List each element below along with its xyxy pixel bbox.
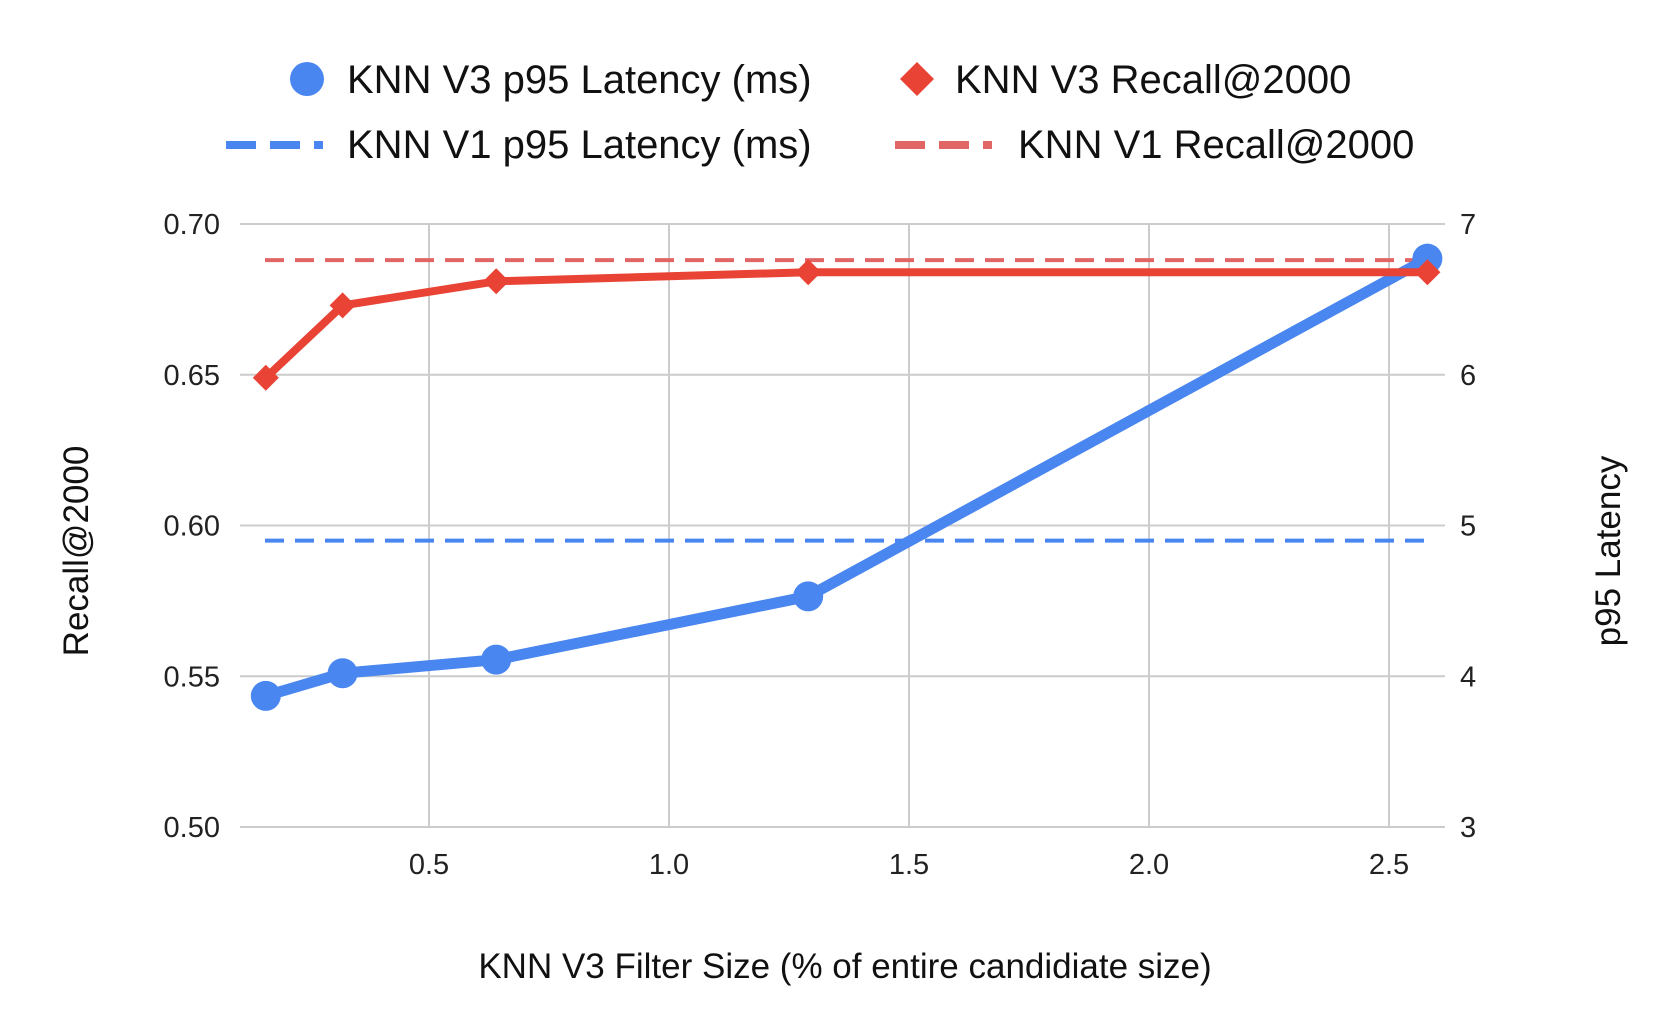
- circle-icon: [290, 62, 324, 96]
- recall-v3-point: [329, 292, 356, 319]
- latency-v3-point: [793, 581, 824, 612]
- gridlines: [240, 223, 1445, 828]
- y-right-tick-label: 4: [1460, 661, 1476, 693]
- recall-v3-point: [483, 268, 510, 295]
- latency-v3-point: [1412, 243, 1443, 274]
- x-ticks: 0.5 1.0 1.5 2.0 2.5: [409, 849, 1409, 881]
- legend-item-recall-v3: KNN V3 Recall@2000: [900, 58, 1351, 102]
- y-left-tick-label: 0.55: [164, 661, 220, 693]
- x-tick-label: 2.5: [1369, 849, 1409, 881]
- y-left-tick-label: 0.60: [164, 511, 220, 543]
- legend-label-recall-v3: KNN V3 Recall@2000: [955, 58, 1351, 102]
- legend-item-latency-v1: KNN V1 p95 Latency (ms): [226, 123, 812, 167]
- y-right-tick-label: 3: [1460, 812, 1476, 844]
- latency-v3-point: [250, 680, 281, 711]
- x-tick-label: 1.5: [889, 849, 929, 881]
- y-axis-left-title: Recall@2000: [57, 446, 96, 657]
- recall-v3-point: [795, 259, 822, 286]
- series-line-latency-v3: [260, 253, 1433, 702]
- y-left-tick-label: 0.65: [164, 360, 220, 392]
- x-axis-title: KNN V3 Filter Size (% of entire candidia…: [478, 947, 1211, 986]
- series-layer: [250, 243, 1443, 711]
- left-ticks: 0.50 0.55 0.60 0.65 0.70: [164, 209, 220, 844]
- right-ticks: 3 4 5 6 7: [1460, 209, 1476, 844]
- legend-item-recall-v1: KNN V1 Recall@2000: [895, 123, 1414, 167]
- y-right-tick-label: 7: [1460, 209, 1476, 241]
- x-tick-label: 1.0: [649, 849, 689, 881]
- y-right-tick-label: 5: [1460, 511, 1476, 543]
- legend: KNN V3 p95 Latency (ms) KNN V3 Recall@20…: [226, 58, 1414, 167]
- y-axis-right-title: p95 Latency: [1589, 455, 1628, 646]
- latency-v3-point: [481, 644, 512, 675]
- recall-v3-point: [1414, 259, 1441, 286]
- x-tick-label: 0.5: [409, 849, 449, 881]
- diamond-icon: [900, 62, 934, 96]
- legend-label-latency-v3: KNN V3 p95 Latency (ms): [347, 58, 812, 102]
- y-left-tick-label: 0.50: [164, 812, 220, 844]
- series-line-recall-v3: [261, 268, 1432, 382]
- legend-item-latency-v3: KNN V3 p95 Latency (ms): [290, 58, 812, 102]
- x-tick-label: 2.0: [1129, 849, 1169, 881]
- y-left-tick-label: 0.70: [164, 209, 220, 241]
- y-right-tick-label: 6: [1460, 360, 1476, 392]
- legend-label-latency-v1: KNN V1 p95 Latency (ms): [347, 123, 812, 167]
- latency-v3-point: [327, 658, 358, 689]
- legend-label-recall-v1: KNN V1 Recall@2000: [1018, 123, 1414, 167]
- recall-v3-point: [252, 364, 279, 391]
